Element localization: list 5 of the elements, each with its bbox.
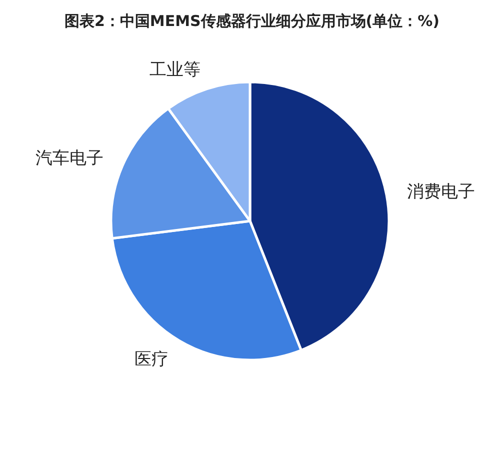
chart-title: 图表2：中国MEMS传感器行业细分应用市场(单位：%) xyxy=(64,12,440,30)
slice-label: 消费电子 xyxy=(407,182,476,202)
slice-label: 汽车电子 xyxy=(35,148,104,168)
slice-label: 医疗 xyxy=(134,350,169,370)
slice-label: 工业等 xyxy=(150,60,201,80)
